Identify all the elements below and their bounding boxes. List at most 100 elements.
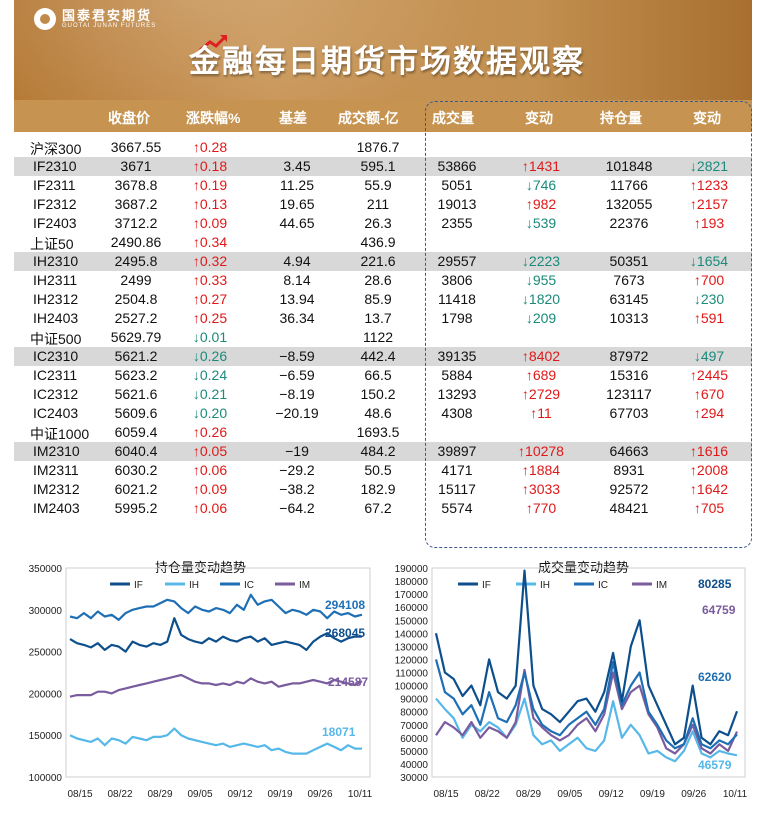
contract-oi-change-arrow: ↑ [693, 272, 701, 288]
contract-volume-change-value: 982 [532, 196, 557, 212]
contract-basis-value: −64.2 [279, 500, 315, 516]
contract-change-value: 0.06 [199, 500, 228, 516]
legend-label-ic: IC [244, 580, 254, 591]
contract-amount: 55.9 [364, 177, 391, 193]
contract-oi-change-arrow: ↓ [693, 291, 701, 307]
contract-volume-value: 4171 [441, 462, 473, 478]
logo-icon [34, 8, 56, 30]
index-close-value: 3667.55 [110, 139, 162, 155]
contract-volume-change: ↓209 [526, 310, 556, 326]
contract-close: 3678.8 [115, 177, 158, 193]
contract-open-interest: 123117 [606, 386, 652, 402]
contract-basis: −19 [285, 443, 309, 459]
contract-amount: 26.3 [364, 215, 391, 231]
contract-open-interest: 15316 [610, 367, 649, 383]
contract-basis-value: 4.94 [283, 253, 311, 269]
contract-volume-change-arrow: ↑ [521, 481, 529, 497]
contract-open-interest: 132055 [606, 196, 653, 212]
contract-basis-value: 13.94 [279, 291, 315, 307]
contract-volume-value: 4308 [441, 405, 473, 421]
contract-oi-change-arrow: ↑ [693, 215, 701, 231]
legend-label-ih: IH [189, 580, 199, 591]
index-change: ↑0.28 [193, 139, 227, 155]
contract-close: 5609.6 [115, 405, 158, 421]
index-amount-value: 1693.5 [356, 424, 400, 440]
contract-change: ↓0.26 [193, 348, 227, 364]
contract-basis-value: −38.2 [279, 481, 315, 497]
index-change: ↑0.26 [193, 424, 227, 440]
contract-volume-value: 11418 [438, 291, 476, 307]
contract-basis-value: −19 [285, 443, 309, 459]
contract-volume-change-arrow: ↑ [521, 386, 529, 402]
series-line-im [69, 673, 363, 698]
plot-frame [65, 567, 371, 778]
contract-volume: 5884 [441, 367, 472, 383]
contract-change: ↑0.19 [193, 177, 227, 193]
contract-oi-change-value: 193 [700, 215, 725, 231]
index-name-value: 沪深300 [30, 141, 82, 157]
contract-change-value: 0.09 [199, 215, 228, 231]
contract-oi-change: ↓1654 [690, 253, 728, 269]
header-banner: 国泰君安期货 GUOTAI JUNAN FUTURES 金融每日期货市场数据观察 [14, 0, 752, 100]
contract-amount: 67.2 [364, 500, 391, 516]
contract-oi-change: ↑1233 [690, 177, 728, 193]
contract-name: IM2310 [33, 443, 80, 459]
contract-change-value: 0.24 [199, 367, 228, 383]
contract-volume: 2355 [441, 215, 472, 231]
contract-volume-change-value: 3033 [528, 481, 561, 497]
contract-oi-change-value: 230 [700, 291, 725, 307]
main-contract-row-bg [14, 157, 752, 176]
contract-amount: 50.5 [364, 462, 391, 478]
x-tick-label: 09/26 [681, 789, 706, 800]
contract-name: IM2403 [33, 500, 80, 516]
contract-change: ↑0.09 [193, 481, 227, 497]
contract-change: ↓0.20 [193, 405, 227, 421]
banner-shine [14, 0, 494, 100]
contract-change-value: 0.25 [199, 310, 228, 326]
contract-volume-change-arrow: ↓ [521, 253, 529, 269]
contract-volume: 1798 [441, 310, 472, 326]
contract-volume-change: ↑11 [530, 405, 552, 421]
end-label-im: 214587 [328, 675, 368, 689]
y-tick-label: 40000 [400, 760, 428, 771]
contract-open-interest: 7673 [613, 272, 644, 288]
index-close: 6059.4 [115, 424, 158, 440]
index-name-value: 中证1000 [30, 426, 90, 442]
contract-oi-change: ↑1616 [690, 443, 728, 459]
contract-volume-change-arrow: ↑ [525, 196, 533, 212]
col-header-volume-change: 变动 [525, 110, 553, 126]
x-tick-label: 09/12 [599, 789, 624, 800]
contract-open-interest: 87972 [610, 348, 649, 364]
index-amount: 1693.5 [357, 424, 400, 440]
contract-oi-change-value: 591 [700, 310, 725, 326]
index-amount: 436.9 [360, 234, 395, 250]
end-label-ih: 46579 [698, 758, 732, 772]
contract-open-interest-value: 123117 [606, 386, 652, 402]
contract-open-interest: 64663 [610, 443, 649, 459]
contract-close: 2495.8 [115, 253, 158, 269]
contract-basis-value: −8.59 [279, 348, 315, 364]
contract-basis: −6.59 [279, 367, 314, 383]
col-header-open-interest: 持仓量 [600, 110, 642, 126]
contract-oi-change-value: 1642 [696, 481, 729, 497]
index-change-arrow: ↑ [192, 234, 200, 250]
contract-volume-change-arrow: ↓ [521, 291, 529, 307]
contract-change-arrow: ↑ [192, 462, 200, 478]
contract-amount: 595.1 [360, 158, 395, 174]
contract-amount-value: 211 [366, 196, 390, 212]
contract-change: ↑0.05 [193, 443, 227, 459]
contract-oi-change-value: 2821 [696, 158, 729, 174]
contract-oi-change-value: 700 [700, 272, 725, 288]
contract-close: 2504.8 [115, 291, 158, 307]
x-tick-label: 09/26 [307, 789, 332, 800]
y-tick-label: 160000 [395, 603, 429, 614]
contract-name-value: IC2403 [33, 405, 79, 421]
x-tick-label: 09/19 [267, 789, 292, 800]
y-tick-label: 50000 [400, 747, 428, 758]
contract-volume-change-value: 11 [537, 405, 552, 421]
index-name-value: 上证50 [30, 236, 74, 252]
contract-open-interest-value: 64663 [609, 443, 649, 459]
contract-volume-change-value: 209 [532, 310, 557, 326]
contract-volume-change-arrow: ↑ [521, 462, 529, 478]
contract-change-arrow: ↑ [192, 500, 200, 516]
